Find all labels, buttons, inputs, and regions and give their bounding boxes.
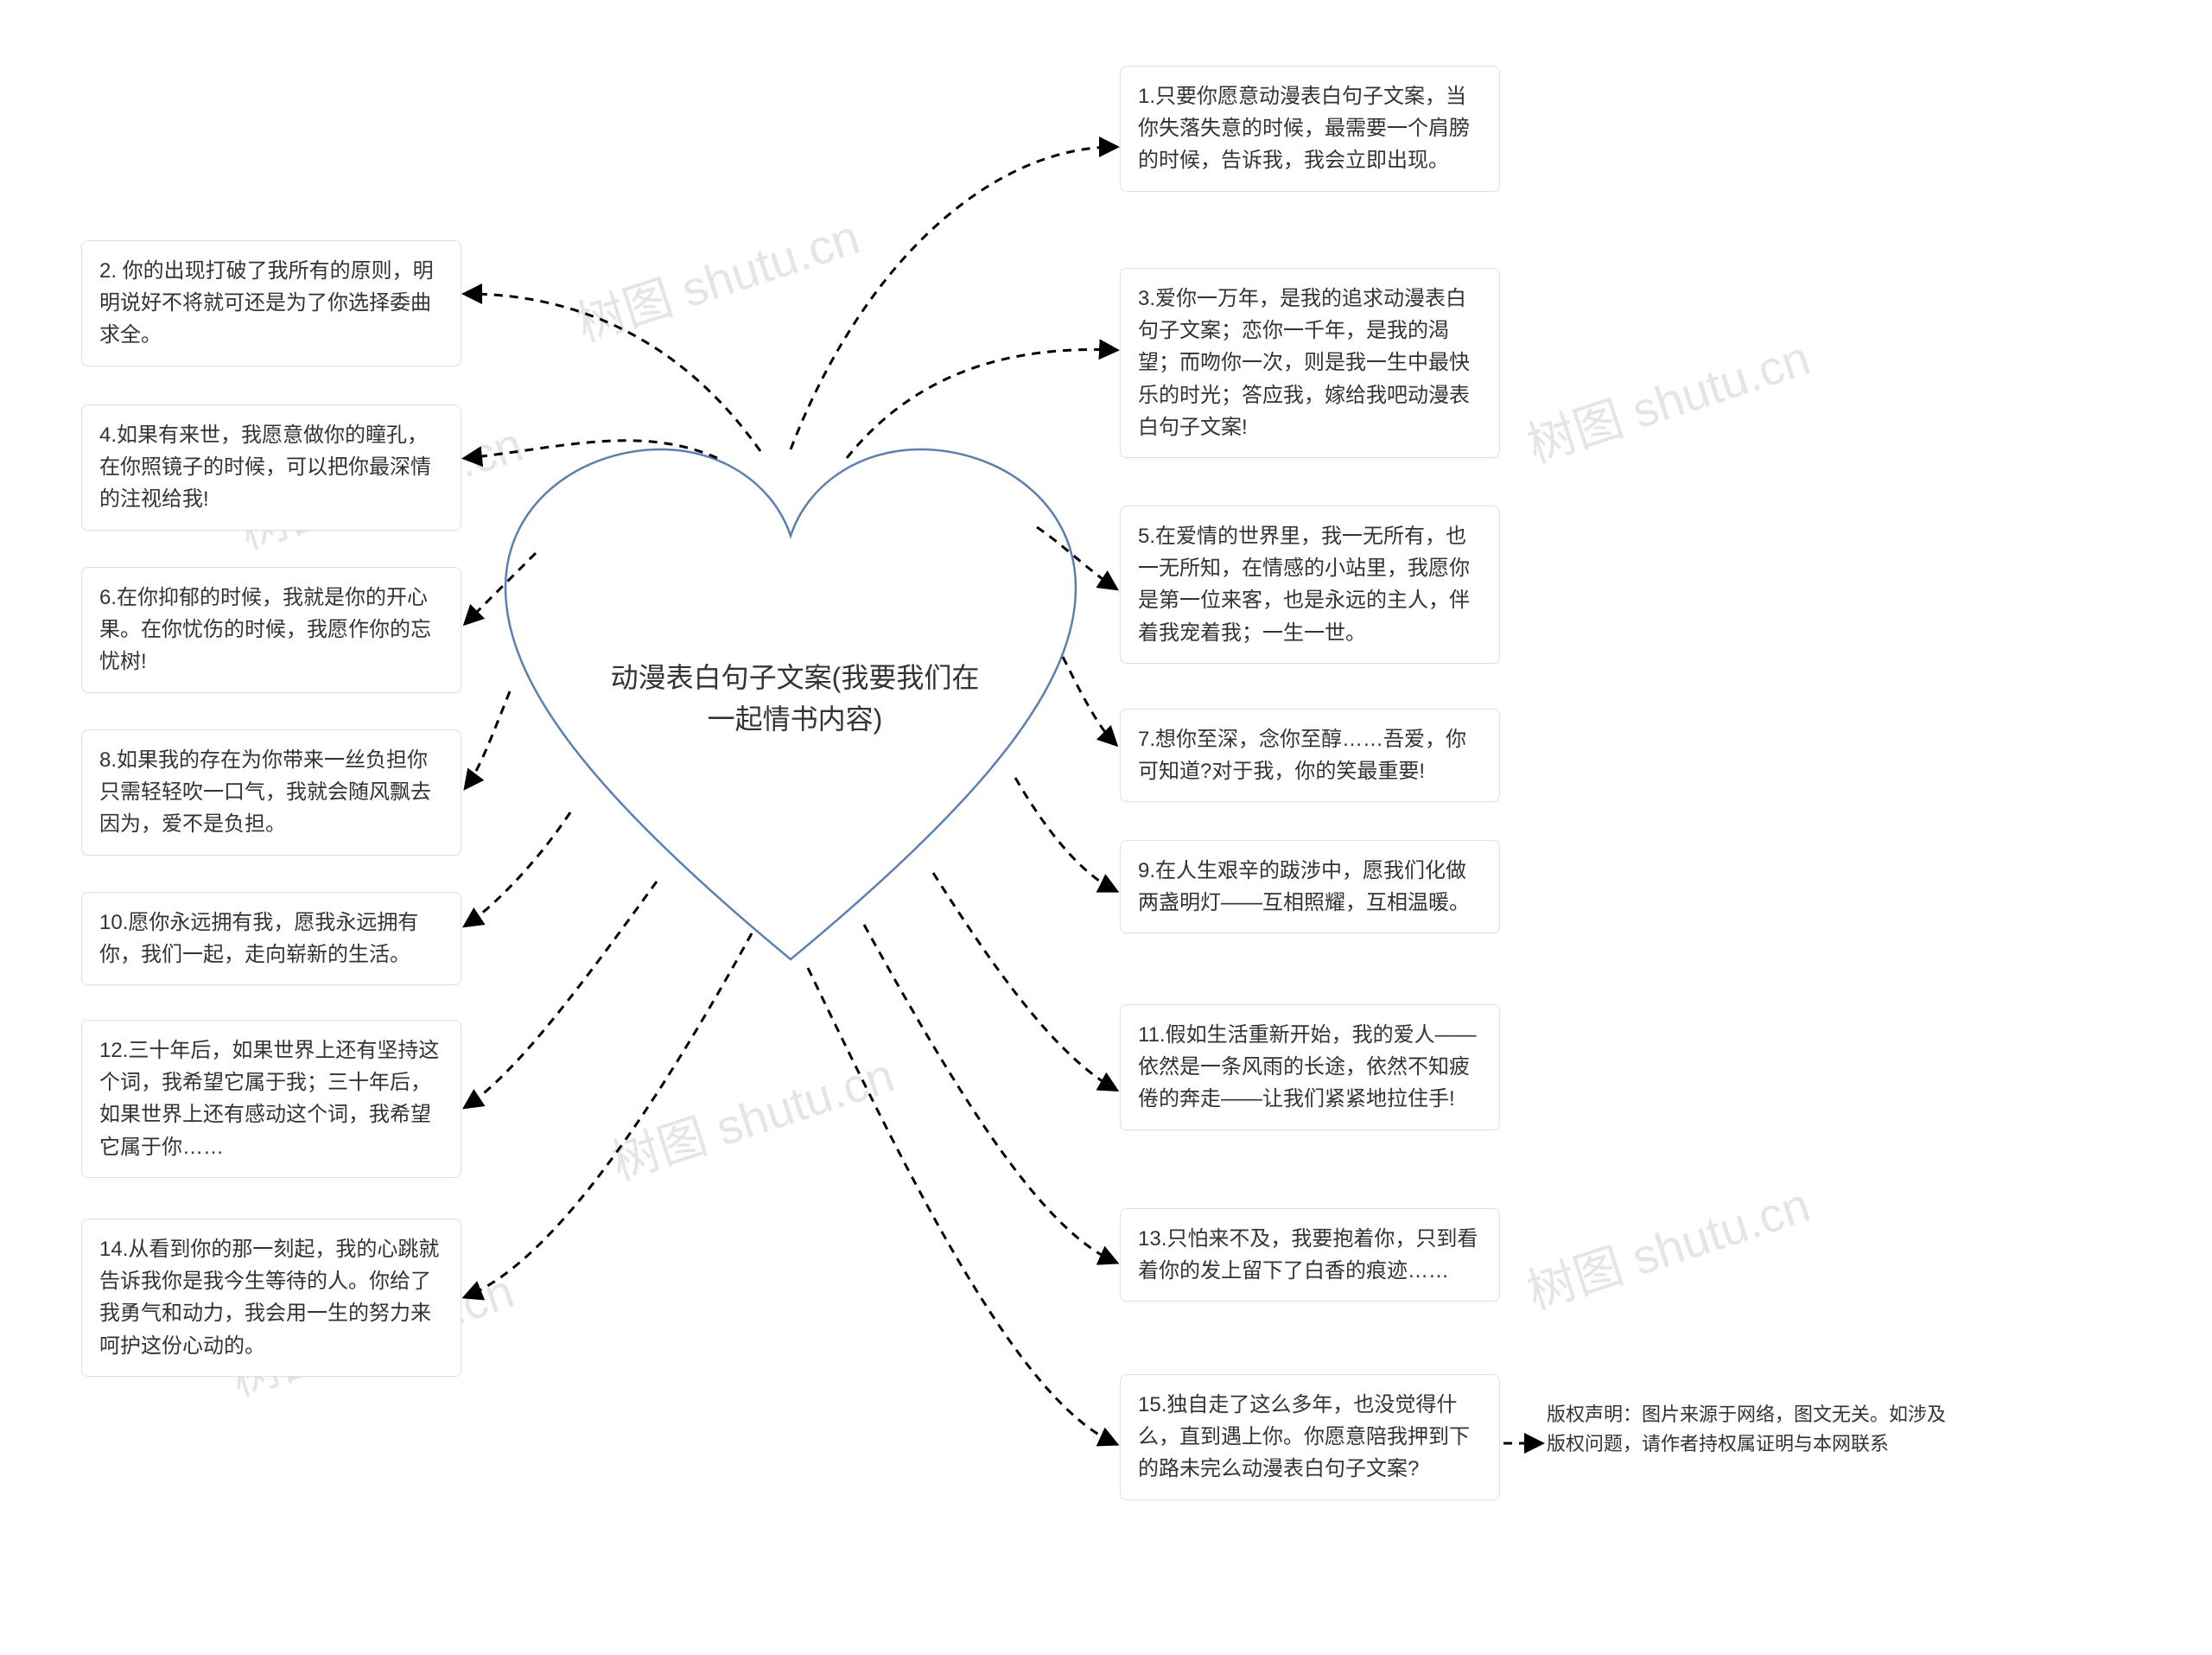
node-left-6: 6.在你抑郁的时候，我就是你的开心果。在你忧伤的时候，我愿作你的忘忧树! xyxy=(81,567,461,693)
node-left-2: 2. 你的出现打破了我所有的原则，明明说好不将就可还是为了你选择委曲求全。 xyxy=(81,240,461,366)
watermark: 树图 shutu.cn xyxy=(1517,1167,1818,1324)
node-left-10: 10.愿你永远拥有我，愿我永远拥有你，我们一起，走向崭新的生活。 xyxy=(81,892,461,985)
watermark: 树图 shutu.cn xyxy=(1517,320,1818,477)
node-left-12: 12.三十年后，如果世界上还有坚持这个词，我希望它属于我；三十年后，如果世界上还… xyxy=(81,1020,461,1178)
center-title: 动漫表白句子文案(我要我们在一起情书内容) xyxy=(605,657,985,740)
node-left-4: 4.如果有来世，我愿意做你的瞳孔，在你照镜子的时候，可以把你最深情的注视给我! xyxy=(81,404,461,531)
node-right-3: 3.爱你一万年，是我的追求动漫表白句子文案；恋你一千年，是我的渴望；而吻你一次，… xyxy=(1120,268,1500,458)
node-right-9: 9.在人生艰辛的跋涉中，愿我们化做两盏明灯——互相照耀，互相温暖。 xyxy=(1120,840,1500,933)
node-right-5: 5.在爱情的世界里，我一无所有，也一无所知，在情感的小站里，我愿你是第一位来客，… xyxy=(1120,506,1500,664)
watermark: 树图 shutu.cn xyxy=(567,199,868,356)
node-right-13: 13.只怕来不及，我要抱着你，只到看着你的发上留下了白香的痕迹…… xyxy=(1120,1208,1500,1302)
node-right-11: 11.假如生活重新开始，我的爱人——依然是一条风雨的长途，依然不知疲倦的奔走——… xyxy=(1120,1004,1500,1130)
node-left-8: 8.如果我的存在为你带来一丝负担你只需轻轻吹一口气，我就会随风飘去因为，爱不是负… xyxy=(81,729,461,856)
node-left-14: 14.从看到你的那一刻起，我的心跳就告诉我你是我今生等待的人。你给了我勇气和动力… xyxy=(81,1219,461,1377)
node-right-15: 15.独自走了这么多年，也没觉得什么，直到遇上你。你愿意陪我押到下的路未完么动漫… xyxy=(1120,1374,1500,1500)
watermark: 树图 shutu.cn xyxy=(601,1037,902,1194)
node-right-1: 1.只要你愿意动漫表白句子文案，当你失落失意的时候，最需要一个肩膀的时候，告诉我… xyxy=(1120,66,1500,192)
copyright-text: 版权声明：图片来源于网络，图文无关。如涉及版权问题，请作者持权属证明与本网联系 xyxy=(1547,1400,1961,1459)
node-right-7: 7.想你至深，念你至醇……吾爱，你可知道?对于我，你的笑最重要! xyxy=(1120,709,1500,802)
